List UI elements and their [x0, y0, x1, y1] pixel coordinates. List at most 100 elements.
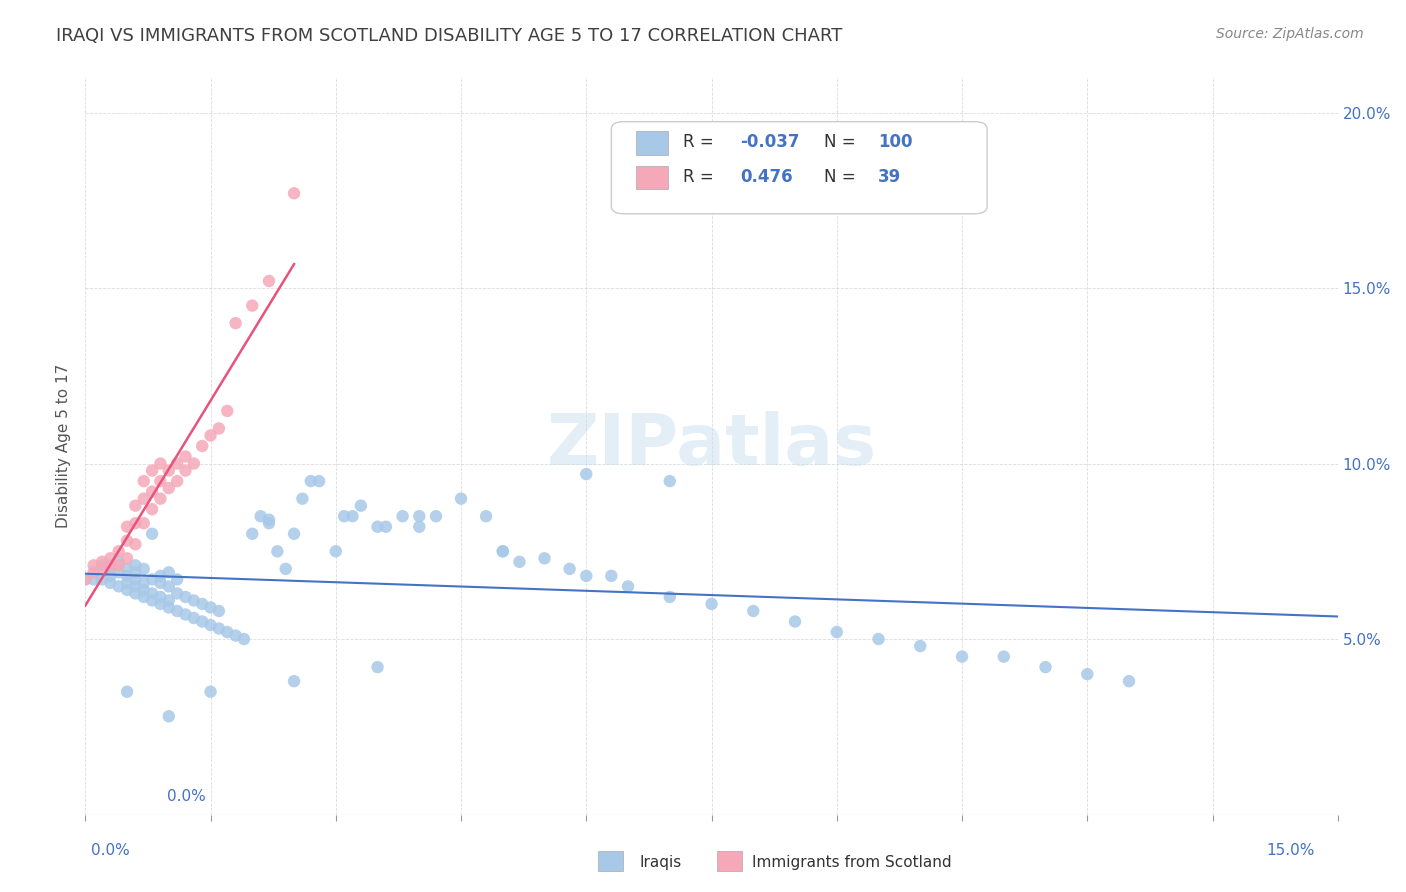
Point	[600, 569, 623, 583]
Point	[91, 573, 114, 587]
Point	[558, 562, 581, 576]
Point	[240, 299, 263, 313]
Point	[115, 684, 138, 698]
Text: 15.0%: 15.0%	[1267, 843, 1315, 858]
Point	[115, 569, 138, 583]
Point	[124, 579, 146, 593]
Text: Source: ZipAtlas.com: Source: ZipAtlas.com	[1216, 27, 1364, 41]
Point	[149, 590, 172, 604]
Point	[124, 499, 146, 513]
Text: 0.476: 0.476	[741, 168, 793, 186]
Point	[141, 573, 163, 587]
Text: Immigrants from Scotland: Immigrants from Scotland	[752, 855, 952, 870]
Point	[75, 573, 97, 587]
Text: N =: N =	[824, 168, 860, 186]
Point	[174, 607, 197, 622]
Point	[132, 575, 155, 590]
Point	[115, 551, 138, 566]
Point	[115, 533, 138, 548]
FancyBboxPatch shape	[612, 121, 987, 214]
Point	[132, 474, 155, 488]
Point	[257, 516, 280, 531]
Point	[174, 464, 197, 478]
Point	[325, 544, 347, 558]
Text: 100: 100	[879, 133, 912, 152]
Point	[658, 590, 681, 604]
Point	[274, 562, 297, 576]
Point	[283, 674, 305, 689]
Point	[141, 586, 163, 600]
Point	[98, 551, 121, 566]
Point	[425, 509, 447, 524]
Point	[75, 573, 97, 587]
Point	[83, 573, 105, 587]
Point	[124, 573, 146, 587]
Point	[141, 593, 163, 607]
Point	[575, 569, 598, 583]
Text: N =: N =	[824, 133, 860, 152]
Point	[217, 625, 239, 640]
Text: Iraqis: Iraqis	[640, 855, 682, 870]
Point	[166, 457, 188, 471]
Point	[257, 513, 280, 527]
Point	[208, 421, 231, 435]
Point	[200, 428, 222, 442]
Point	[342, 509, 364, 524]
Point	[157, 579, 180, 593]
Point	[1118, 674, 1140, 689]
Point	[191, 615, 214, 629]
Point	[200, 600, 222, 615]
Point	[191, 439, 214, 453]
Point	[157, 593, 180, 607]
Point	[308, 474, 330, 488]
Point	[166, 604, 188, 618]
Point	[367, 520, 389, 534]
Point	[240, 526, 263, 541]
Text: -0.037: -0.037	[741, 133, 800, 152]
Point	[374, 520, 396, 534]
Point	[408, 509, 430, 524]
Point	[166, 573, 188, 587]
Point	[91, 562, 114, 576]
Point	[149, 457, 172, 471]
Point	[157, 566, 180, 580]
Point	[200, 618, 222, 632]
Point	[157, 464, 180, 478]
Point	[283, 526, 305, 541]
Point	[149, 491, 172, 506]
Point	[391, 509, 413, 524]
Text: ZIPatlas: ZIPatlas	[547, 411, 876, 481]
Point	[299, 474, 322, 488]
Point	[149, 597, 172, 611]
Point	[157, 600, 180, 615]
Point	[98, 562, 121, 576]
Point	[115, 520, 138, 534]
Point	[107, 558, 129, 573]
Point	[141, 484, 163, 499]
Point	[225, 628, 247, 642]
Point	[115, 582, 138, 597]
Point	[575, 467, 598, 481]
Text: R =: R =	[683, 168, 718, 186]
Point	[183, 457, 205, 471]
Text: 0.0%: 0.0%	[167, 789, 205, 804]
Point	[124, 516, 146, 531]
Point	[825, 625, 848, 640]
Point	[208, 604, 231, 618]
Point	[492, 544, 515, 558]
Point	[910, 639, 932, 653]
Point	[408, 520, 430, 534]
Point	[132, 516, 155, 531]
Point	[98, 569, 121, 583]
Point	[183, 611, 205, 625]
Point	[124, 558, 146, 573]
Point	[291, 491, 314, 506]
Point	[257, 274, 280, 288]
Point	[200, 684, 222, 698]
Point	[367, 660, 389, 674]
Point	[533, 551, 555, 566]
Point	[174, 450, 197, 464]
Point	[166, 474, 188, 488]
Text: IRAQI VS IMMIGRANTS FROM SCOTLAND DISABILITY AGE 5 TO 17 CORRELATION CHART: IRAQI VS IMMIGRANTS FROM SCOTLAND DISABI…	[56, 27, 842, 45]
Point	[83, 558, 105, 573]
